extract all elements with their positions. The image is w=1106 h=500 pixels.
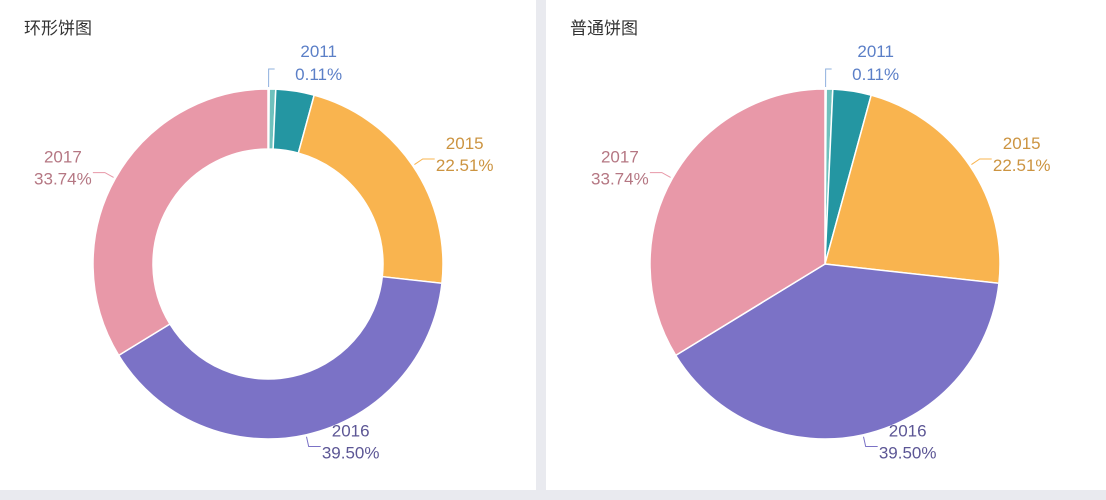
slice-label-year-2015: 2015: [1003, 134, 1041, 153]
leader-line-2017: [649, 172, 671, 178]
slice-label-year-2017: 2017: [601, 148, 639, 167]
leader-line-2011: [825, 68, 832, 88]
donut-chart-panel: 环形饼图 2011 0.11% 2015 22.51% 2016 39.50% 2017 33…: [0, 0, 536, 490]
slice-label-pct-2016: 39.50%: [322, 444, 380, 463]
donut-chart: 2011 0.11% 2015 22.51% 2016 39.50% 2017 33.74%: [34, 42, 494, 463]
slice-label-year-2015: 2015: [446, 134, 484, 153]
pie-slice-2017[interactable]: [649, 88, 826, 357]
slice-label-pct-2015: 22.51%: [993, 156, 1051, 175]
pie-chart-panel: 普通饼图 2011 0.11% 2015 22.51% 2016 39.50% 2017 33…: [546, 0, 1106, 490]
slice-label-pct-2015: 22.51%: [436, 156, 494, 175]
pie-slice-2017[interactable]: [92, 88, 269, 357]
leader-line-2011: [268, 68, 275, 88]
slice-label-year-2016: 2016: [332, 422, 370, 441]
slice-label-year-2017: 2017: [44, 148, 82, 167]
leader-line-2015: [971, 158, 992, 165]
slice-label-year-2011: 2011: [300, 42, 337, 61]
pie-chart: 2011 0.11% 2015 22.51% 2016 39.50% 2017 33.74%: [591, 42, 1051, 463]
slice-label-pct-2011: 0.11%: [295, 65, 342, 84]
leader-line-2017: [92, 172, 114, 178]
slice-label-year-2011: 2011: [857, 42, 894, 61]
bottom-strip: [0, 490, 1106, 500]
leader-line-2016: [306, 436, 321, 448]
leader-line-2015: [414, 158, 435, 165]
pie-slice-2015[interactable]: [297, 94, 444, 285]
pie-chart-title: 普通饼图: [570, 19, 638, 38]
pie-slice-2016[interactable]: [117, 275, 443, 440]
slice-label-pct-2017: 33.74%: [34, 170, 92, 189]
pie-slice-2016[interactable]: [674, 263, 1000, 440]
slice-label-pct-2011: 0.11%: [852, 65, 899, 84]
slice-label-pct-2017: 33.74%: [591, 170, 649, 189]
donut-chart-title: 环形饼图: [24, 19, 92, 38]
slice-label-pct-2016: 39.50%: [879, 444, 937, 463]
leader-line-2016: [863, 436, 878, 448]
slice-label-year-2016: 2016: [889, 422, 927, 441]
pie-slice-2015[interactable]: [824, 94, 1001, 285]
